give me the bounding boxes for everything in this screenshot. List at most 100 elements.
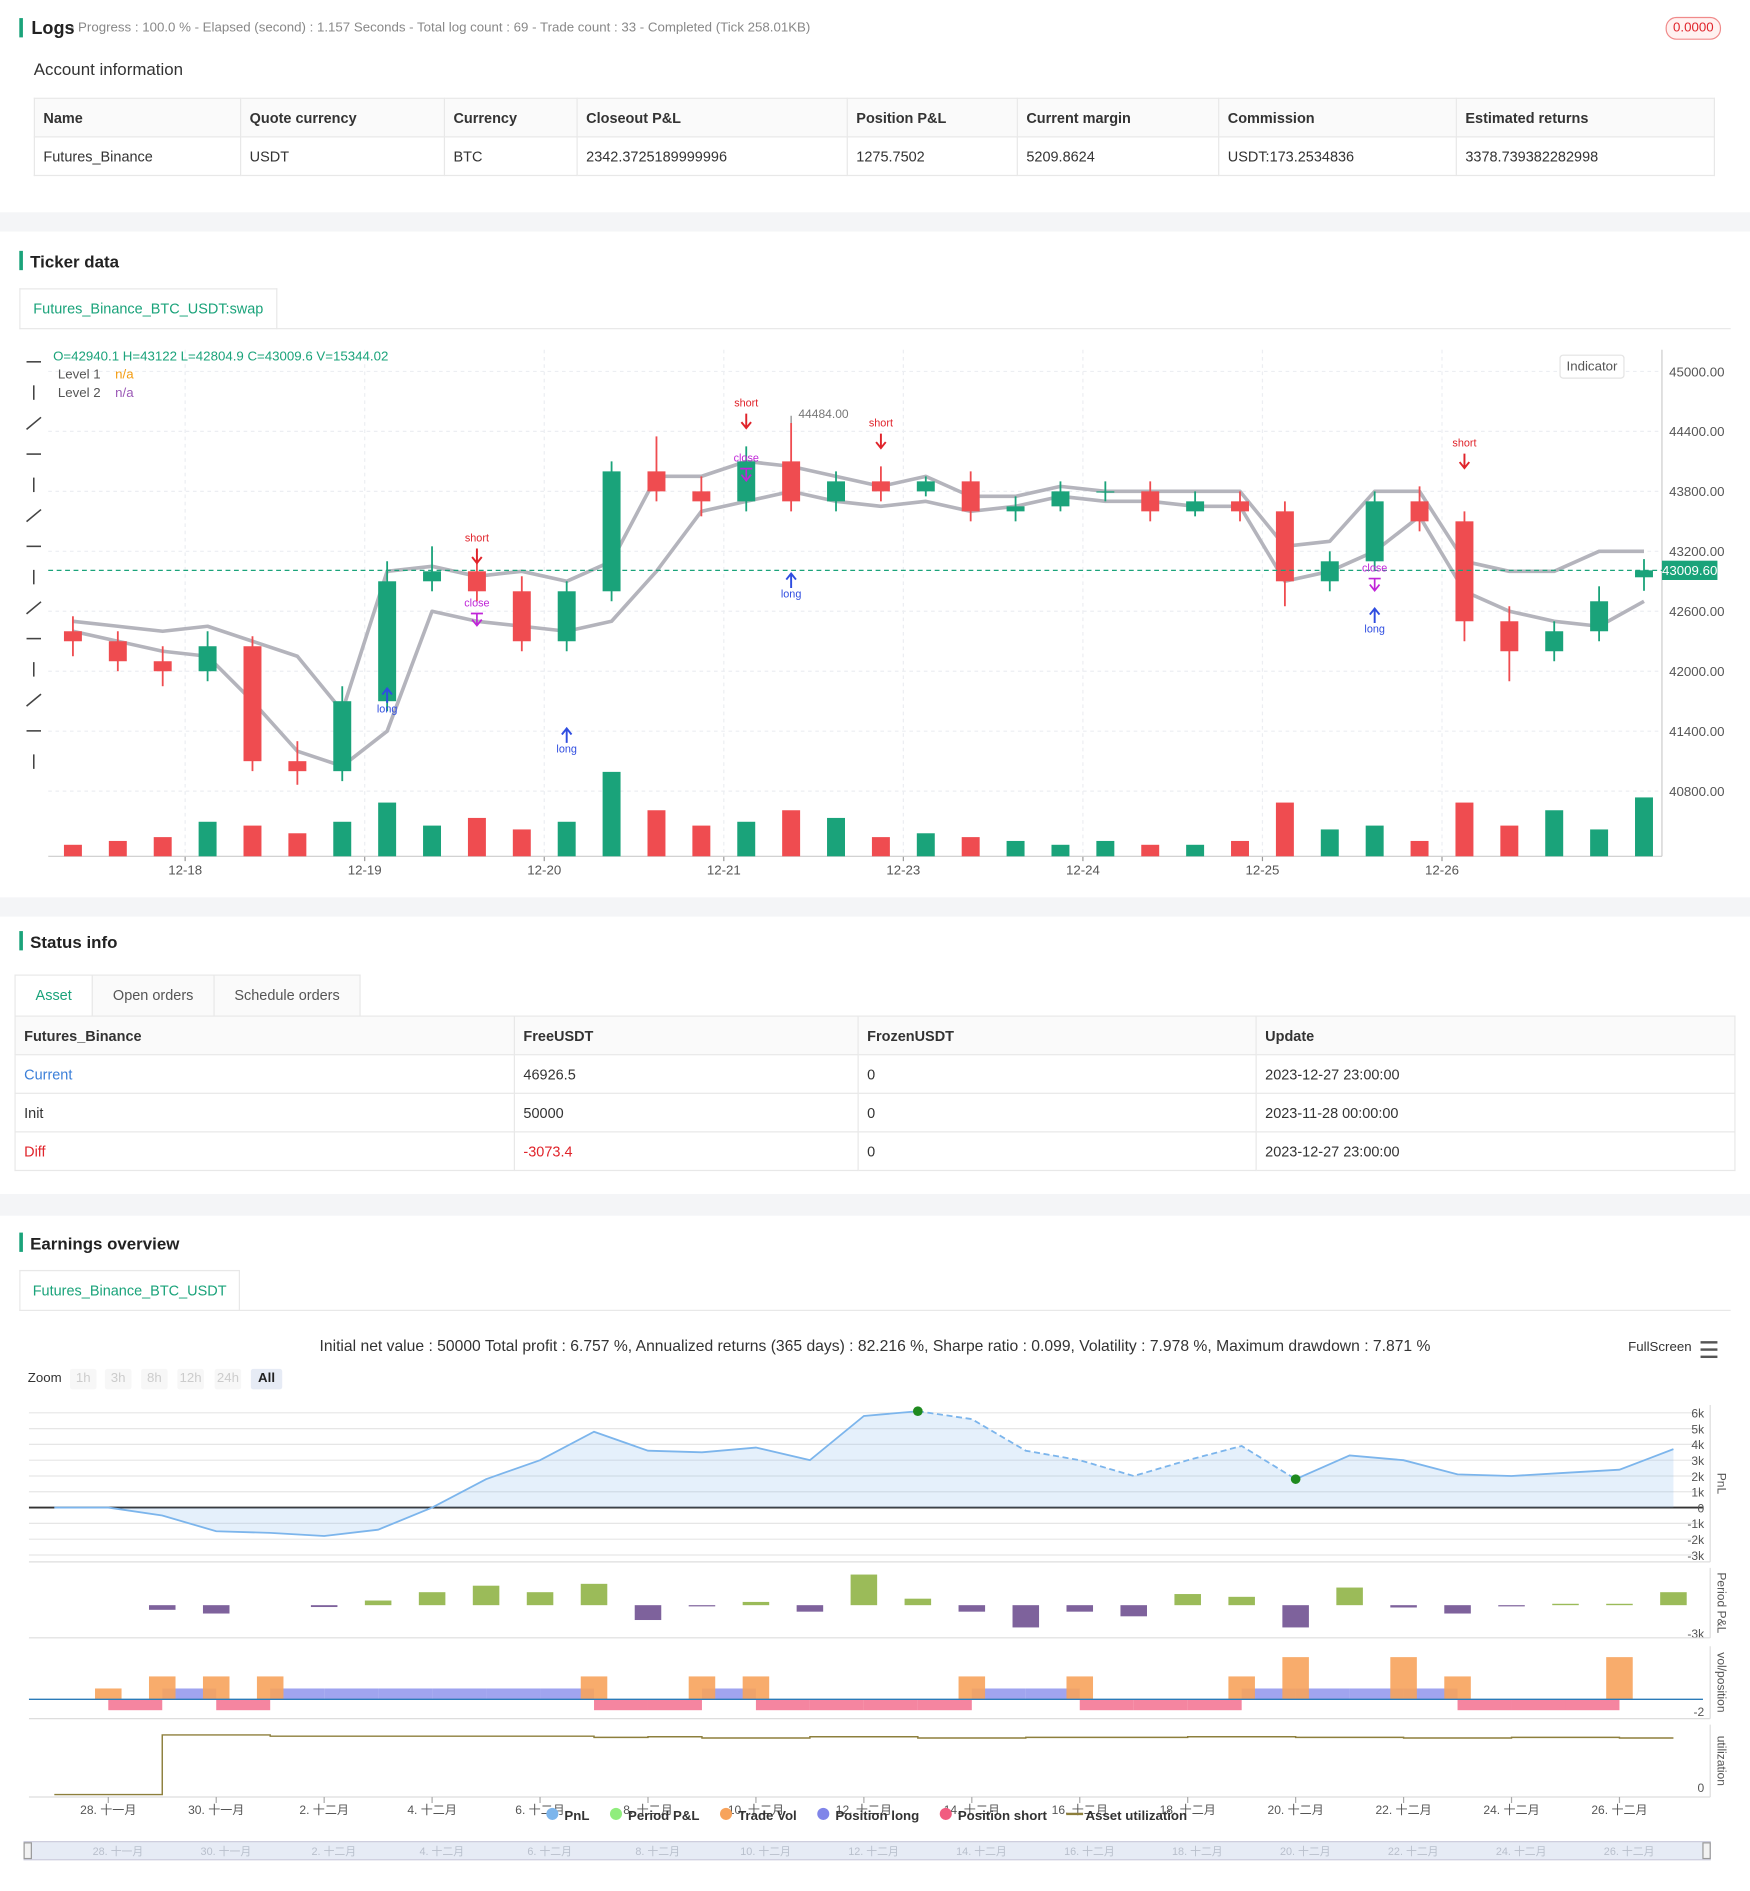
zoom-button[interactable]: All <box>250 1368 283 1390</box>
earnings-tab[interactable]: Futures_Binance_BTC_USDT <box>19 1269 241 1311</box>
signal-label: short <box>869 417 893 429</box>
signal-arrow <box>1458 453 1471 470</box>
table-cell: USDT <box>240 136 446 177</box>
position-long <box>971 1688 1026 1700</box>
x-tick-label: 4. 十二月 <box>407 1803 457 1817</box>
position-short <box>1187 1699 1242 1711</box>
period-bar <box>1606 1603 1633 1606</box>
candle-body <box>288 761 307 772</box>
y-tick-label: 43800.00 <box>1669 484 1724 499</box>
position-long <box>1241 1688 1296 1700</box>
y-tick-label: 45000.00 <box>1669 364 1724 379</box>
legend-label[interactable]: PnL <box>564 1808 589 1823</box>
indicator-button[interactable]: Indicator <box>1559 354 1625 379</box>
volume-bar <box>1320 829 1339 857</box>
trade-vol-bar <box>1444 1676 1471 1700</box>
volume-bar <box>1455 802 1474 857</box>
y-tick-label: 0 <box>1697 1501 1704 1515</box>
earnings-title: Earnings overview <box>30 1233 180 1254</box>
candle-body <box>1320 561 1339 582</box>
legend-symbol <box>609 1807 623 1820</box>
toolbar-icon <box>26 693 42 707</box>
volume-bar <box>692 825 711 857</box>
candle-body <box>871 481 890 492</box>
x-tick-label: 12-19 <box>348 862 382 877</box>
candle-body <box>1141 491 1160 512</box>
table-cell: 1275.7502 <box>846 136 1018 177</box>
y-tick-label: -3k <box>1687 1549 1705 1563</box>
menu-icon[interactable] <box>1700 1341 1718 1359</box>
zoom-button[interactable]: 24h <box>214 1368 242 1390</box>
toolbar-icon <box>26 601 42 615</box>
zoom-button[interactable]: 1h <box>69 1368 97 1390</box>
fullscreen-button[interactable]: FullScreen <box>1628 1339 1692 1355</box>
zoom-button[interactable]: 3h <box>104 1368 132 1390</box>
legend-label[interactable]: Trade Vol <box>738 1808 797 1823</box>
position-short <box>1079 1699 1134 1711</box>
pnl-area <box>54 1411 1674 1537</box>
volume-bar <box>782 810 801 857</box>
status-title: Status info <box>30 932 118 952</box>
signal-arrow <box>470 612 483 627</box>
volume-bar <box>1545 810 1564 857</box>
candle-body <box>1590 601 1609 632</box>
accent <box>19 18 23 38</box>
y-tick-label: 2k <box>1691 1470 1705 1484</box>
table-row: Diff -3073.4 0 2023-12-27 23:00:00 <box>14 1131 1736 1172</box>
position-short <box>594 1699 648 1711</box>
x-tick-label: 12-24 <box>1066 862 1100 877</box>
status-tab[interactable]: Schedule orders <box>213 974 361 1016</box>
drawdown-marker <box>913 1406 923 1417</box>
candle-body <box>1410 501 1429 522</box>
position-short <box>108 1699 163 1711</box>
navigator-label: 30. 十一月 <box>201 1844 252 1858</box>
status-tab[interactable]: Asset <box>14 974 93 1016</box>
legend-label[interactable]: Position short <box>958 1808 1048 1823</box>
toolbar-icon <box>26 508 42 523</box>
y-tick-label: 4k <box>1691 1438 1705 1452</box>
x-tick-label: 26. 十二月 <box>1591 1803 1647 1817</box>
status-tab[interactable]: Open orders <box>91 974 215 1016</box>
navigator-label: 12. 十二月 <box>848 1844 899 1858</box>
x-tick-label: 16. 十二月 <box>1052 1803 1108 1817</box>
table-cell: 0 <box>857 1131 1257 1172</box>
logs-title: Logs <box>31 18 75 39</box>
signal-arrow <box>875 433 887 450</box>
legend-label[interactable]: Asset utilization <box>1086 1808 1188 1823</box>
legend-symbol <box>546 1807 559 1820</box>
x-tick-label: 8. 十二月 <box>623 1803 673 1817</box>
volume-bar <box>423 825 442 857</box>
position-short <box>1457 1699 1512 1711</box>
trade-vol-bar <box>1606 1657 1633 1700</box>
position-long <box>162 1688 217 1700</box>
volume-bar <box>108 840 127 857</box>
signal-label: close <box>464 597 489 609</box>
navigator-label: 2. 十二月 <box>312 1844 357 1858</box>
candle-body <box>108 641 127 662</box>
candle-body <box>916 481 935 492</box>
zoom-button[interactable]: 12h <box>177 1368 204 1390</box>
table-row: Init 50000 0 2023-11-28 00:00:00 <box>14 1092 1736 1133</box>
candle-body <box>1365 501 1384 562</box>
period-bar <box>1282 1605 1309 1628</box>
ticker-tab[interactable]: Futures_Binance_BTC_USDT:swap <box>19 288 278 330</box>
accent <box>19 931 23 951</box>
profit-badge: 0.0000 <box>1665 16 1722 40</box>
zoom-button[interactable]: 8h <box>141 1368 168 1390</box>
legend-label[interactable]: Position long <box>835 1808 919 1823</box>
tab-rule <box>19 328 1731 330</box>
x-tick-label: 12-26 <box>1425 862 1459 877</box>
legend-value: n/a <box>115 385 134 401</box>
navigator-label: 20. 十二月 <box>1280 1844 1331 1858</box>
y-tick-label: -3k <box>1687 1627 1705 1641</box>
trade-vol-bar <box>1282 1657 1309 1700</box>
table-cell: Current <box>14 1054 515 1094</box>
period-bar <box>1444 1605 1471 1614</box>
period-bar <box>418 1592 446 1606</box>
volume-bar <box>961 837 980 857</box>
legend-label[interactable]: Period P&L <box>628 1808 699 1823</box>
table-cell: 46926.5 <box>513 1054 859 1094</box>
y-tick-label: 3k <box>1691 1454 1705 1468</box>
period-bar <box>850 1574 878 1606</box>
